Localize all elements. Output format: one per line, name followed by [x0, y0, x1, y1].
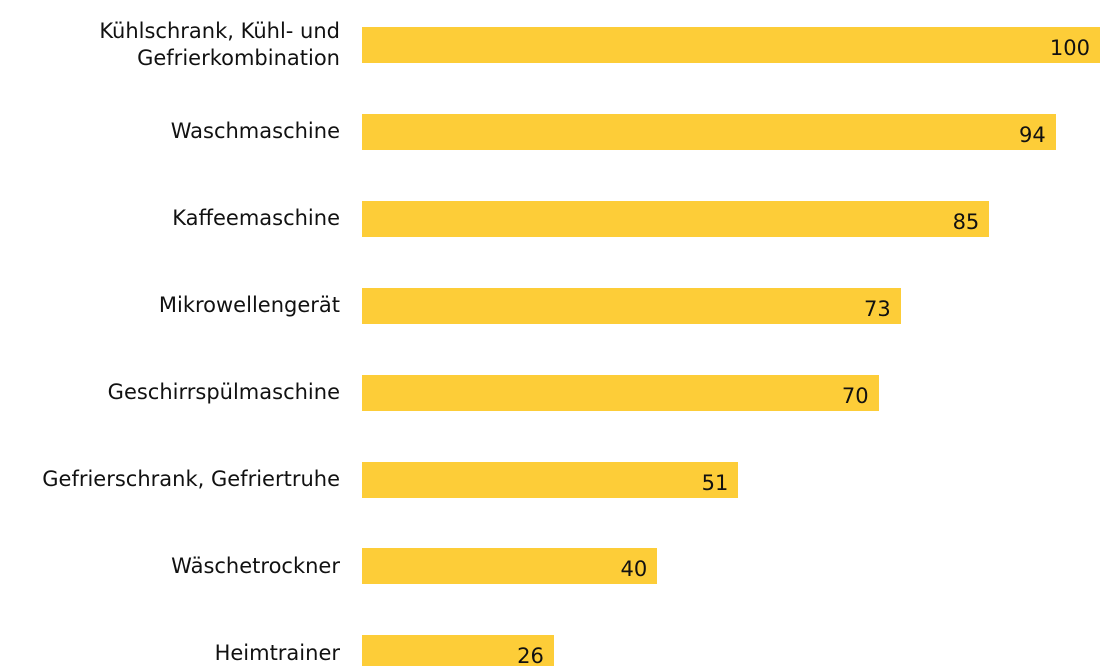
category-label: Waschmaschine	[170, 119, 340, 144]
value-label: 85	[952, 209, 980, 234]
bar	[362, 200, 990, 237]
bar	[362, 635, 554, 666]
category-label: Wäschetrockner	[171, 553, 340, 578]
value-label: 26	[517, 644, 544, 666]
bar	[362, 374, 879, 411]
category-label: Kühlschrank, Kühl- und Gefrierkombinatio…	[99, 19, 340, 70]
value-label: 73	[864, 296, 891, 321]
bar	[362, 287, 901, 324]
category-label: Kaffeemaschine	[172, 206, 340, 231]
value-label: 40	[620, 557, 648, 582]
category-label: Mikrowellengerät	[158, 293, 340, 318]
bar	[362, 461, 739, 498]
category-label: Geschirrspülmaschine	[107, 380, 340, 405]
value-label: 70	[841, 383, 869, 408]
category-label: Heimtrainer	[214, 640, 340, 665]
value-label: 94	[1018, 122, 1046, 147]
category-label: Gefrierschrank, Gefriertruhe	[42, 467, 340, 491]
value-label: 100	[1049, 36, 1090, 60]
bar	[362, 113, 1056, 150]
value-label: 51	[701, 470, 729, 495]
bar	[362, 548, 658, 585]
bar	[362, 27, 1100, 63]
